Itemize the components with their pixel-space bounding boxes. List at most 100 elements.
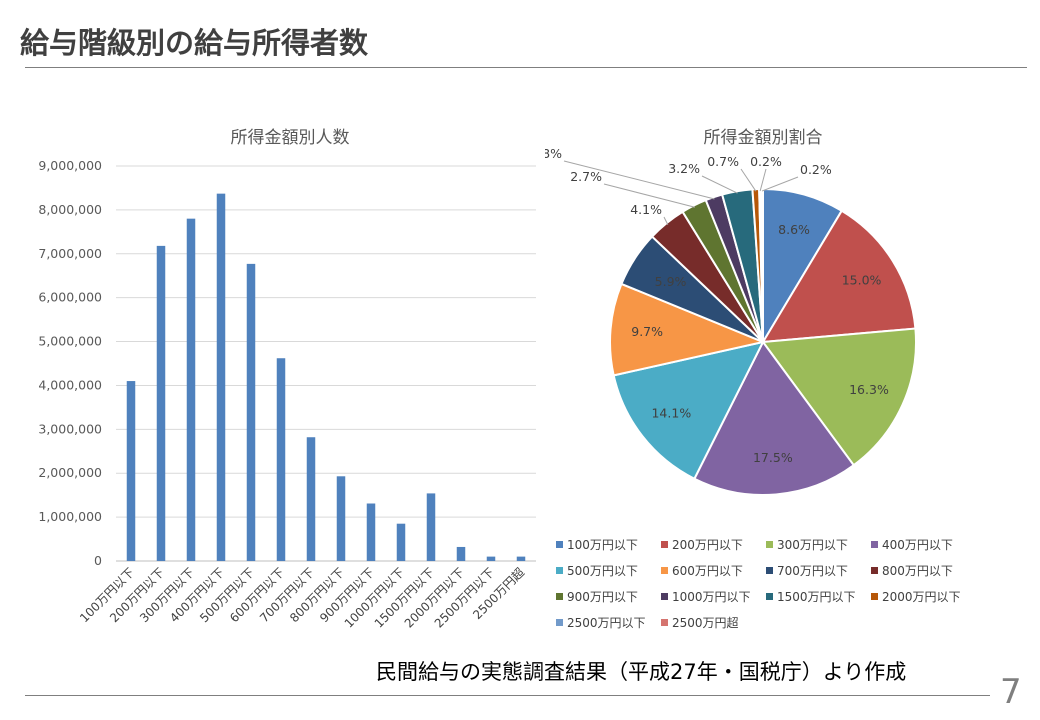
pie-data-label: 5.9%	[655, 274, 687, 289]
legend-swatch	[661, 619, 668, 626]
pie-leader-line	[563, 160, 715, 200]
bar-ytick-label: 0	[94, 553, 102, 568]
legend-swatch	[871, 541, 878, 548]
pie-slice	[693, 340, 856, 496]
pie-slice	[761, 327, 917, 467]
pie-leader-line	[701, 175, 738, 194]
legend-swatch	[556, 541, 563, 548]
pie-leader-line	[761, 176, 799, 192]
pie-legend-item: 300万円以下	[766, 536, 848, 553]
bar	[336, 476, 346, 561]
pie-legend-item: 500万円以下	[556, 562, 638, 579]
bar	[246, 263, 256, 561]
legend-label: 2500万円以下	[567, 616, 646, 630]
pie-data-label: 0.2%	[750, 154, 782, 169]
pie-leader-line	[740, 168, 757, 192]
pie-data-label: 2.7%	[570, 169, 602, 184]
legend-swatch	[556, 593, 563, 600]
bar-ytick-label: 8,000,000	[38, 202, 102, 217]
legend-swatch	[661, 541, 668, 548]
title-divider	[25, 67, 1027, 68]
pie-legend-item: 2500万円以下	[556, 614, 646, 631]
slide-title: 給与階級別の給与所得者数	[20, 26, 369, 60]
pie-legend-item: 1500万円以下	[766, 588, 856, 605]
legend-swatch	[766, 567, 773, 574]
pie-legend-item: 2000万円以下	[871, 588, 961, 605]
bar	[516, 556, 526, 561]
legend-swatch	[871, 567, 878, 574]
legend-swatch	[766, 593, 773, 600]
bar	[216, 193, 226, 561]
pie-legend-item: 2500万円超	[661, 614, 739, 631]
bar-ytick-label: 3,000,000	[38, 421, 102, 436]
legend-label: 300万円以下	[777, 538, 848, 552]
bar-ytick-label: 7,000,000	[38, 246, 102, 261]
pie-slice	[761, 209, 917, 344]
bar	[126, 381, 136, 561]
legend-label: 1500万円以下	[777, 590, 856, 604]
legend-swatch	[661, 593, 668, 600]
bar-ytick-label: 2,000,000	[38, 465, 102, 480]
pie-data-label: 17.5%	[753, 450, 793, 465]
bar-ytick-label: 5,000,000	[38, 334, 102, 349]
pie-leader-line	[759, 168, 767, 192]
pie-leader-line	[663, 216, 669, 225]
pie-leader-line	[603, 183, 695, 208]
pie-data-label: 15.0%	[842, 272, 882, 287]
legend-label: 700万円以下	[777, 564, 848, 578]
pie-data-label: 0.7%	[707, 154, 739, 169]
pie-chart-title: 所得金額別割合	[704, 128, 823, 148]
pie-data-label: 0.2%	[800, 162, 832, 177]
legend-label: 100万円以下	[567, 538, 638, 552]
pie-legend-item: 700万円以下	[766, 562, 848, 579]
pie-data-label: 14.1%	[651, 406, 691, 421]
pie-legend-item: 1000万円以下	[661, 588, 751, 605]
legend-label: 2000万円以下	[882, 590, 961, 604]
bar	[366, 503, 376, 561]
pie-data-label: 9.7%	[631, 324, 663, 339]
bar-ytick-label: 6,000,000	[38, 290, 102, 305]
legend-label: 600万円以下	[672, 564, 743, 578]
legend-label: 400万円以下	[882, 538, 953, 552]
legend-label: 800万円以下	[882, 564, 953, 578]
legend-label: 500万円以下	[567, 564, 638, 578]
pie-legend-item: 800万円以下	[871, 562, 953, 579]
pie-data-label: 1.8%	[545, 146, 562, 161]
legend-swatch	[661, 567, 668, 574]
legend-swatch	[766, 541, 773, 548]
pie-slice	[612, 340, 765, 481]
pie-data-label: 16.3%	[849, 382, 889, 397]
legend-label: 1000万円以下	[672, 590, 751, 604]
bar-chart-title: 所得金額別人数	[231, 128, 350, 148]
pie-legend-item: 600万円以下	[661, 562, 743, 579]
bar	[396, 523, 406, 561]
page-number: 7	[1000, 672, 1022, 712]
bar	[486, 556, 496, 561]
pie-chart: 所得金額別割合 8.6% 15.0% 16.3% 17.5% 14.1% 9.7% 5.9%…	[545, 128, 917, 496]
bar-chart: 所得金額別人数 0 1,000,000 2,000,000 3,000,000 4,00…	[38, 128, 536, 631]
source-note: 民間給与の実態調査結果（平成27年・国税庁）より作成	[376, 660, 907, 684]
bar-ytick-label: 9,000,000	[38, 158, 102, 173]
bar	[306, 437, 316, 561]
legend-label: 2500万円超	[672, 616, 739, 630]
legend-label: 900万円以下	[567, 590, 638, 604]
pie-slice	[762, 187, 844, 346]
bar-ytick-label: 4,000,000	[38, 377, 102, 392]
footer-divider	[25, 695, 990, 696]
pie-data-label: 4.1%	[630, 202, 662, 217]
pie-data-label: 8.6%	[778, 222, 810, 237]
bar	[276, 358, 286, 561]
pie-data-label: 3.2%	[668, 161, 700, 176]
bar	[186, 218, 196, 561]
legend-swatch	[556, 619, 563, 626]
legend-swatch	[871, 593, 878, 600]
pie-legend-item: 200万円以下	[661, 536, 743, 553]
pie-legend-item: 900万円以下	[556, 588, 638, 605]
pie-legend-item: 400万円以下	[871, 536, 953, 553]
bar-ytick-label: 1,000,000	[38, 509, 102, 524]
bar	[456, 546, 466, 561]
legend-label: 200万円以下	[672, 538, 743, 552]
pie-slice	[609, 282, 767, 377]
bar	[156, 245, 166, 561]
bar	[426, 493, 436, 561]
